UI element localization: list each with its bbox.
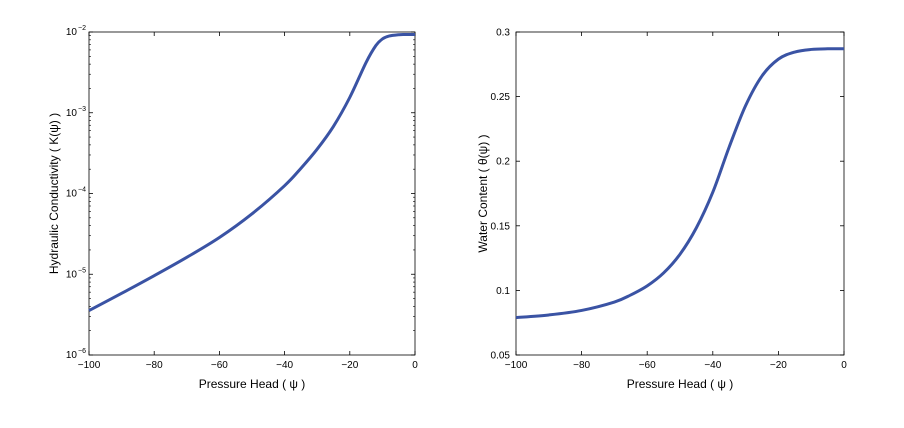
axes-box [88,31,416,356]
y-tick-label: 10 [66,108,78,119]
y-tick-label: 0.15 [491,221,511,232]
y-tick-label: 0.05 [491,351,511,362]
y-tick-label: 10 [66,27,78,38]
y-tick-exponent: −5 [78,267,86,274]
x-tick-label: −60 [211,360,228,371]
y-axis-label: Water Content ( θ(ψ) ) [476,134,490,252]
x-tick-label: −80 [146,360,163,371]
y-tick-label: 0.3 [496,28,510,39]
series-line [88,33,416,312]
x-tick-label: −40 [704,360,721,371]
series-line [515,47,845,320]
y-tick-label: 0.25 [491,92,511,103]
y-tick-label: 10 [66,350,78,361]
y-tick-exponent: −4 [78,187,86,194]
conductivity-chart: −100 −80 −60 −40 −20 010−610−510−410−310 −2Pre… [47,25,418,391]
x-tick-label: −100 [505,360,528,371]
axes-box [515,31,845,356]
y-tick-exponent: −2 [78,25,86,32]
y-tick-label: 10 [66,269,78,280]
y-tick-exponent: −3 [78,106,86,113]
y-axis-label: Hydraulic Conductivity ( K(ψ) ) [47,113,61,274]
x-tick-label: −20 [770,360,787,371]
y-tick-exponent: −6 [78,348,86,355]
x-tick-label: 0 [412,360,418,371]
x-tick-label: −60 [639,360,656,371]
x-tick-label: −100 [78,360,101,371]
x-tick-label: −80 [573,360,590,371]
x-tick-label: −40 [276,360,293,371]
x-axis-label: Pressure Head ( ψ ) [199,377,306,391]
x-tick-label: −20 [341,360,358,371]
y-tick-label: 10 [66,189,78,200]
x-tick-label: 0 [841,360,847,371]
y-tick-label: 0.1 [496,286,510,297]
water-content-chart: −100 −80 −60 −40 −20 0 0.05 0.1 0.15 0.2 0.25 0.3 Pr… [476,28,847,392]
x-axis-label: Pressure Head ( ψ ) [627,377,734,391]
y-tick-label: 0.2 [496,157,510,168]
